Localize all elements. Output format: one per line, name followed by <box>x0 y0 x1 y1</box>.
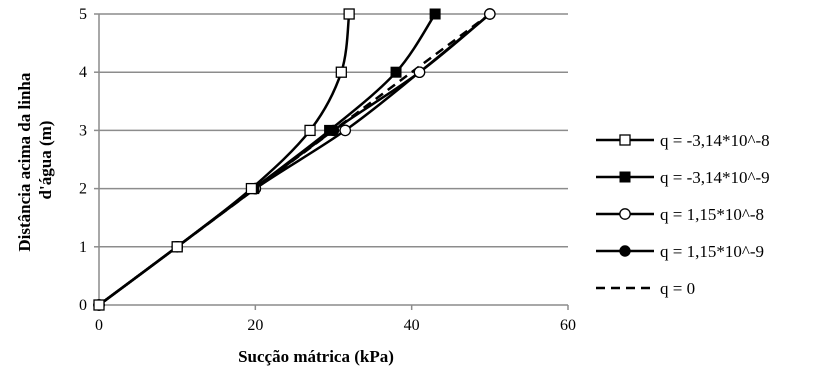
series-2-line <box>98 13 437 307</box>
series-1-point-5 <box>343 8 355 20</box>
legend-label-2: q = -3,14*10^-9 <box>660 168 770 187</box>
series-1-point-3 <box>304 124 316 137</box>
legend-label-4: q = 1,15*10^-9 <box>660 242 764 261</box>
y-axis-title: Distância acima da linha d'água (m) <box>15 68 55 251</box>
y-tick-label-3: 3 <box>79 122 87 139</box>
x-tick-label-20: 20 <box>247 317 263 334</box>
tick-labels: 0 1 2 3 4 5 0 20 40 60 <box>79 6 576 334</box>
series-1-point-0 <box>93 299 105 311</box>
legend-item-1: q = -3,14*10^-8 <box>596 131 770 150</box>
legend-marker-4 <box>619 245 631 257</box>
series-1-line <box>98 13 351 307</box>
y-tick-label-0: 0 <box>79 297 87 314</box>
y-tick-label-5: 5 <box>79 6 87 23</box>
series-2-point-3 <box>324 124 336 136</box>
series-group <box>93 8 496 311</box>
series-3-point-4 <box>413 66 426 79</box>
series-1-point-4 <box>335 66 347 78</box>
series-1-point-2 <box>245 182 258 195</box>
x-tick-label-0: 0 <box>95 317 103 334</box>
series-2-point-5 <box>429 8 441 20</box>
legend: q = -3,14*10^-8 q = -3,14*10^-9 q = 1,15*1… <box>596 131 770 298</box>
plot-axes <box>94 13 569 310</box>
y-tick-label-1: 1 <box>79 239 87 256</box>
legend-item-2: q = -3,14*10^-9 <box>596 168 770 187</box>
x-axis-title: Sucção mátrica (kPa) <box>238 347 394 366</box>
y-axis-title-line-1: Distância acima da linha <box>15 72 34 251</box>
x-tick-label-60: 60 <box>560 317 576 334</box>
y-axis-title-line-2: d'água (m) <box>36 121 55 200</box>
series-1-point-1 <box>171 241 183 253</box>
x-tick-label-40: 40 <box>404 317 420 334</box>
legend-label-3: q = 1,15*10^-8 <box>660 205 764 224</box>
y-tick-label-2: 2 <box>79 181 87 198</box>
legend-marker-3 <box>619 208 631 220</box>
series-3-point-5 <box>483 8 496 20</box>
legend-label-5: q = 0 <box>660 279 695 298</box>
legend-item-3: q = 1,15*10^-8 <box>596 205 764 224</box>
legend-marker-2 <box>619 171 631 183</box>
series-3-point-3 <box>339 124 352 137</box>
legend-marker-1 <box>619 134 631 146</box>
y-tick-label-4: 4 <box>79 64 87 81</box>
series-2-point-4 <box>390 66 402 78</box>
legend-label-1: q = -3,14*10^-8 <box>660 131 770 150</box>
series-2 <box>93 8 441 311</box>
legend-item-5: q = 0 <box>596 279 695 298</box>
series-1 <box>93 8 355 311</box>
legend-item-4: q = 1,15*10^-9 <box>596 242 764 261</box>
